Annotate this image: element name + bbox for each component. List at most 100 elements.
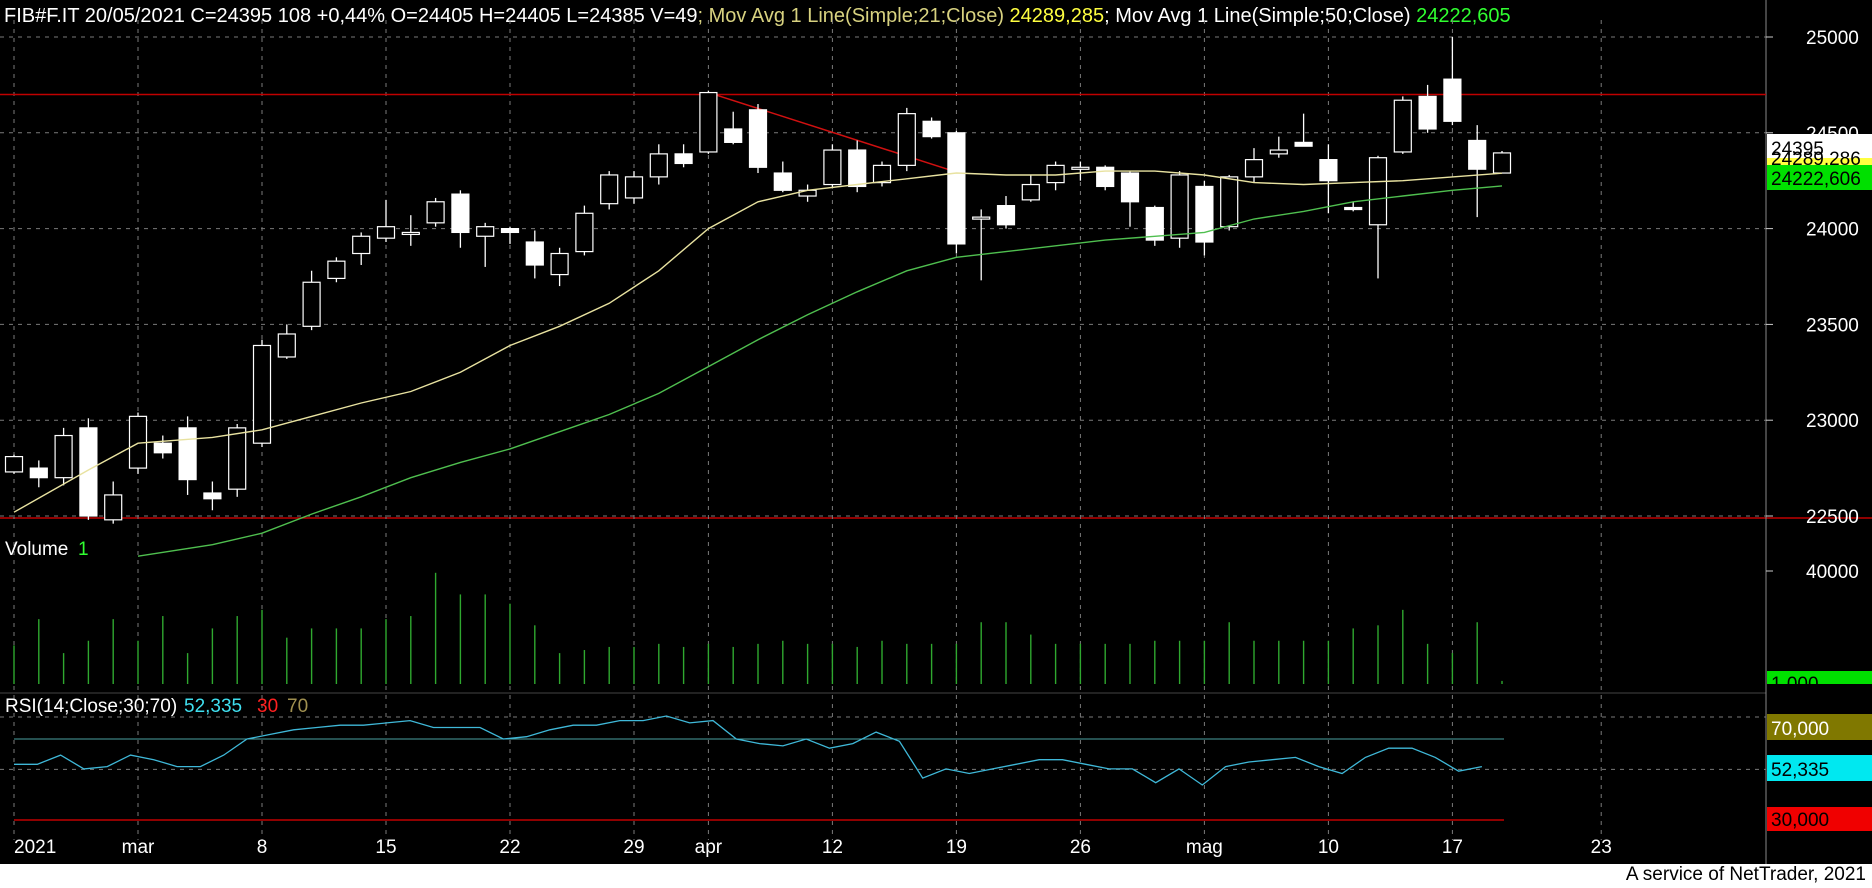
volume-badge-bg	[1767, 671, 1872, 684]
volume-panel-value: 1	[78, 539, 89, 560]
ma21-line	[13, 170, 1503, 513]
candle-body	[1418, 95, 1437, 130]
candle-body	[947, 132, 966, 245]
ma50-legend-value: 24222,605	[1416, 5, 1511, 27]
candle-body	[228, 427, 247, 490]
candle-body	[823, 149, 842, 186]
candle-body	[1170, 174, 1189, 239]
footer-credit: A service of NetTrader, 2021	[1625, 864, 1866, 885]
candle-body	[1492, 152, 1512, 174]
candle-body	[972, 216, 991, 220]
x-tick-label: apr	[695, 837, 723, 858]
volume-panel-label: Volume	[5, 539, 68, 560]
candle-body	[1294, 141, 1313, 147]
candle-body	[724, 128, 743, 143]
candle-body	[674, 153, 693, 165]
candle-body	[476, 226, 495, 237]
rsi-low-badge-bg	[1767, 807, 1872, 831]
chart-header: FIB#F.IT 20/05/2021 C=24395 108 +0,44% O…	[4, 5, 1511, 28]
candle-body	[1443, 78, 1462, 122]
candle-body	[54, 434, 73, 479]
x-tick-label: 10	[1318, 837, 1339, 858]
candle-body	[575, 212, 594, 253]
x-tick-label: 19	[946, 837, 967, 858]
candle-body	[525, 241, 544, 266]
x-tick-label: 26	[1070, 837, 1091, 858]
candle-body	[1096, 166, 1115, 188]
ma50-legend-label: ; Mov Avg 1 Line(Simple;50;Close)	[1104, 5, 1411, 27]
candle-body	[1468, 139, 1487, 170]
candle-body	[203, 492, 222, 500]
candle-body	[550, 252, 569, 276]
rsi-low-badge: 30,000	[1771, 810, 1829, 831]
x-tick-label: mag	[1186, 837, 1223, 858]
x-tick-label: 8	[257, 837, 268, 858]
symbol-summary: FIB#F.IT 20/05/2021 C=24395 108 +0,44% O…	[4, 5, 698, 27]
candle-body	[327, 260, 346, 280]
candle-body	[104, 494, 123, 521]
ma21-legend-label: ; Mov Avg 1 Line(Simple;21;Close)	[697, 5, 1004, 27]
candle-body	[649, 153, 668, 178]
candle-body	[922, 120, 941, 138]
rsi-high-badge: 70,000	[1771, 719, 1829, 740]
candle-body	[1368, 157, 1388, 226]
candle-body	[4, 456, 24, 473]
candle-body	[451, 193, 470, 234]
ma21-badge: 24289,286	[1771, 149, 1861, 170]
rsi-value-badge: 52,335	[1771, 760, 1829, 781]
candle-body	[277, 333, 296, 358]
candle-body	[1021, 183, 1040, 201]
price-tick-label: 25000	[1806, 28, 1859, 49]
x-tick-label: 17	[1442, 837, 1463, 858]
x-tick-label: 22	[499, 837, 520, 858]
ma50-badge-bg	[1767, 165, 1872, 190]
candle-body	[773, 172, 792, 191]
candle-body	[748, 109, 768, 168]
x-tick-label: 23	[1591, 837, 1612, 858]
ma50-line	[137, 185, 1503, 557]
last-price-badge-bg	[1767, 134, 1872, 160]
footer-band	[0, 864, 1872, 888]
x-tick-label: 15	[375, 837, 396, 858]
candle-body	[29, 467, 48, 479]
candle-body	[897, 113, 916, 166]
candle-body	[352, 235, 371, 255]
candle-body	[1071, 166, 1090, 170]
candle-body	[848, 149, 867, 188]
last-price-badge: 24395	[1771, 139, 1824, 160]
rsi-panel-high: 70	[287, 696, 308, 717]
candle-body	[1319, 159, 1338, 182]
candle-body	[1269, 149, 1288, 155]
x-tick-label: 12	[822, 837, 843, 858]
candle-body	[376, 226, 396, 239]
volume-tick-label: 40000	[1806, 562, 1859, 583]
price-tick-label: 23000	[1806, 411, 1859, 432]
candle-body	[996, 205, 1016, 226]
candle-body	[1344, 206, 1363, 211]
rsi-value-badge-bg	[1767, 755, 1872, 781]
rsi-panel-label: RSI(14;Close;30;70)	[5, 696, 177, 717]
volume-badge: 1,000	[1771, 674, 1819, 695]
candle-body	[1393, 99, 1412, 153]
candle-body	[1145, 206, 1164, 241]
rsi-panel-value: 52,335	[184, 696, 242, 717]
price-chart[interactable]: 2021 mar 8 15 22 29 apr 12 19 26 mag 10 17 23 22500 230…	[0, 0, 1872, 864]
rsi-panel-low: 30	[257, 696, 278, 717]
candle-body	[79, 427, 98, 517]
x-tick-label: 2021	[14, 837, 56, 858]
candle-body	[1244, 159, 1264, 178]
price-tick-label: 22500	[1806, 507, 1859, 528]
x-tick-label: 29	[623, 837, 644, 858]
candle-body	[1195, 185, 1214, 243]
rsi-high-badge-bg	[1767, 714, 1872, 740]
ma50-badge: 24222,606	[1771, 169, 1861, 190]
candle-body	[600, 174, 619, 205]
candle-body	[178, 427, 197, 481]
candle-body	[153, 442, 172, 454]
candle-body	[252, 344, 272, 444]
candle-body	[1120, 172, 1140, 203]
candle-body	[500, 228, 520, 234]
candle-body	[1220, 176, 1239, 228]
x-tick-label: mar	[122, 837, 155, 858]
price-tick-label: 23500	[1806, 315, 1859, 336]
